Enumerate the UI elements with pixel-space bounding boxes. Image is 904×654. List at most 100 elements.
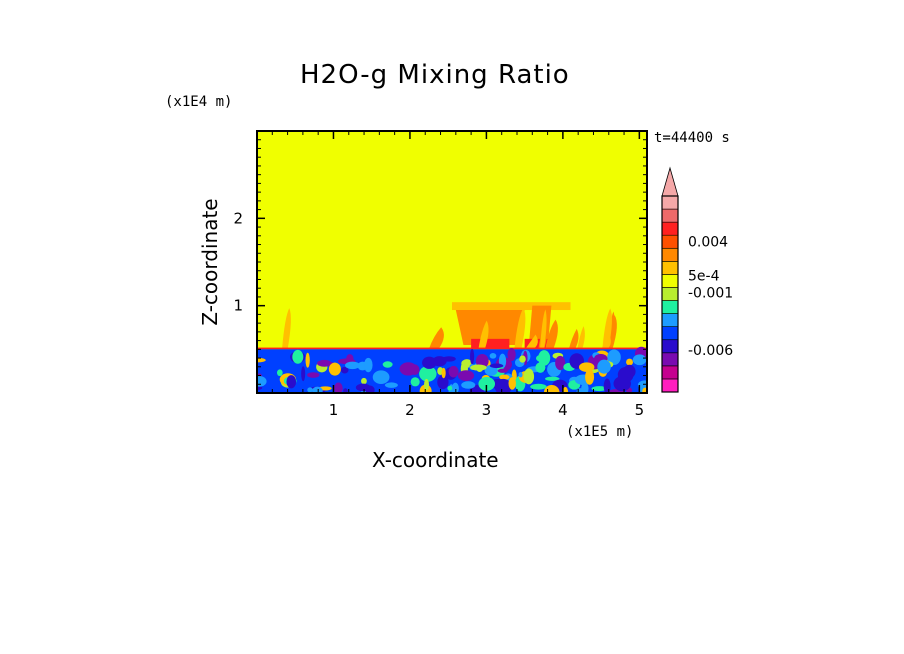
boundary-layer-eddy bbox=[424, 378, 429, 391]
boundary-layer-eddy bbox=[581, 382, 589, 393]
wisp bbox=[514, 307, 526, 350]
x-axis-unit: (x1E5 m) bbox=[566, 424, 634, 440]
boundary-layer-eddy bbox=[382, 361, 393, 368]
boundary-layer-eddy bbox=[286, 375, 297, 389]
colorbar: 0.004 5e-4-0.001 -0.006 bbox=[661, 166, 733, 393]
boundary-layer-eddy bbox=[451, 382, 459, 393]
colorbar-label: 0.004 bbox=[688, 235, 728, 251]
plume-top bbox=[452, 302, 571, 311]
boundary-layer-eddy bbox=[626, 358, 633, 366]
colorbar-segment bbox=[661, 378, 679, 393]
boundary-layer-eddy bbox=[409, 364, 420, 376]
boundary-layer-eddy bbox=[422, 356, 437, 369]
boundary-layer-eddy bbox=[292, 349, 304, 364]
colorbar-segment bbox=[661, 195, 679, 210]
boundary-layer-eddy bbox=[257, 357, 266, 363]
boundary-layer-eddy bbox=[507, 348, 516, 362]
wisp bbox=[601, 334, 611, 350]
boundary-layer-eddy bbox=[364, 357, 373, 373]
boundary-layer-eddy bbox=[307, 387, 313, 393]
boundary-layer-eddy bbox=[461, 381, 476, 389]
colorbar-extend-arrow bbox=[661, 166, 679, 197]
plume-body bbox=[455, 310, 525, 345]
colorbar-segment bbox=[661, 352, 679, 367]
boundary-layer-eddy bbox=[607, 349, 621, 365]
y-tick-label: 2 bbox=[233, 209, 243, 227]
boundary-layer-eddy bbox=[419, 366, 437, 382]
x-tick-label: 4 bbox=[558, 401, 568, 419]
boundary-layer-eddy bbox=[448, 365, 459, 378]
colorbar-segment bbox=[661, 313, 679, 327]
boundary-layer-eddy bbox=[457, 370, 475, 381]
boundary-layer-eddy bbox=[257, 375, 267, 387]
boundary-layer-eddy bbox=[637, 380, 647, 390]
boundary-layer-eddy bbox=[334, 382, 343, 393]
colorbar-segment bbox=[661, 274, 679, 288]
boundary-layer-eddy bbox=[470, 348, 475, 365]
boundary-layer-eddy bbox=[384, 382, 398, 388]
boundary-layer-eddy bbox=[355, 383, 371, 392]
colorbar-segment bbox=[661, 247, 679, 262]
boundary-layer-eddy bbox=[276, 369, 283, 377]
wisp bbox=[577, 326, 585, 350]
boundary-layer-eddy bbox=[340, 366, 349, 374]
tick-layer: 1 2 3 4 5 1 2 bbox=[233, 131, 647, 419]
boundary-layer-eddy bbox=[508, 377, 516, 390]
wisp bbox=[539, 309, 547, 350]
boundary-layer-eddy bbox=[410, 377, 420, 387]
boundary-layer-eddy bbox=[361, 377, 367, 385]
boundary-layer-eddy bbox=[447, 385, 453, 391]
boundary-layer-eddy bbox=[603, 378, 611, 393]
x-axis-label: X-coordinate bbox=[372, 448, 499, 472]
colorbar-segment bbox=[661, 300, 679, 314]
boundary-layer-eddy bbox=[545, 376, 560, 381]
inversion-line bbox=[257, 347, 647, 351]
boundary-layer-eddy bbox=[519, 355, 526, 363]
boundary-layer-eddy bbox=[312, 386, 323, 393]
boundary-layer-eddy bbox=[591, 386, 607, 392]
boundary-layer-eddy bbox=[523, 368, 535, 385]
boundary-layer-eddy bbox=[345, 361, 360, 370]
boundary-layer-eddy bbox=[343, 388, 348, 393]
boundary-layer-eddy bbox=[307, 372, 320, 378]
boundary-layer-eddy bbox=[489, 353, 497, 359]
field-layer bbox=[257, 131, 647, 393]
colorbar-segment bbox=[661, 221, 679, 236]
boundary-layer-eddy bbox=[372, 370, 390, 384]
wisp bbox=[282, 308, 291, 350]
wisp bbox=[428, 327, 444, 350]
colorbar-segment bbox=[661, 365, 679, 380]
x-tick-label: 2 bbox=[405, 401, 415, 419]
boundary-layer-eddy bbox=[499, 374, 510, 380]
boundary-layer-eddy bbox=[437, 375, 449, 390]
colorbar-frame bbox=[661, 195, 679, 393]
boundary-layer-eddy bbox=[613, 376, 631, 392]
boundary-layer-eddy bbox=[538, 350, 551, 366]
wisp bbox=[525, 334, 538, 350]
chart-title: H2O-g Mixing Ratio bbox=[300, 60, 570, 90]
boundary-layer-eddy bbox=[555, 355, 566, 371]
boundary-layer-eddy bbox=[441, 367, 446, 379]
boundary-layer-eddy bbox=[497, 368, 508, 373]
boundary-layer-eddy bbox=[305, 352, 310, 368]
plume-core bbox=[471, 338, 510, 350]
colorbar-label: -0.006 bbox=[688, 343, 733, 359]
boundary-layer-eddy bbox=[301, 366, 306, 382]
time-label: t=44400 s bbox=[654, 130, 730, 146]
wisp bbox=[545, 319, 558, 350]
wisp bbox=[478, 320, 489, 350]
colorbar-segment bbox=[661, 339, 679, 354]
colorbar-segment bbox=[661, 287, 679, 301]
boundary-layer-eddy bbox=[317, 359, 332, 367]
boundary-layer-eddy bbox=[562, 386, 569, 393]
boundary-layer-eddy bbox=[489, 363, 504, 369]
boundary-layer-eddy bbox=[478, 376, 496, 391]
boundary-layer-eddy bbox=[470, 364, 487, 371]
boundary-layer-eddy bbox=[518, 371, 523, 378]
x-tick-label: 5 bbox=[635, 401, 645, 419]
wisp bbox=[568, 328, 579, 350]
x-tick-label: 1 bbox=[329, 401, 339, 419]
z-axis-unit: (x1E4 m) bbox=[165, 94, 233, 110]
x-tick-label: 3 bbox=[482, 401, 492, 419]
